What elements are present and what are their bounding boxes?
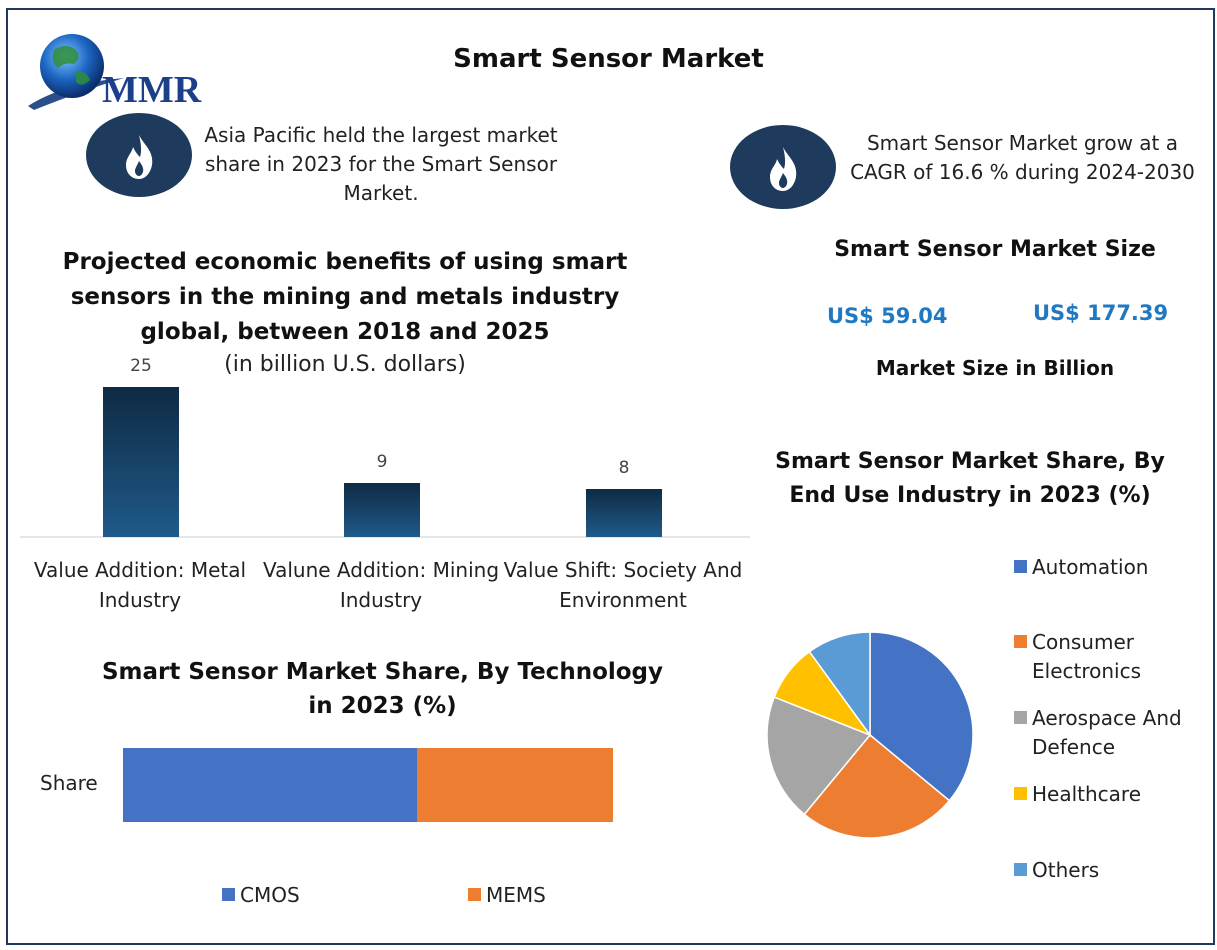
stacked-bar-segment <box>123 748 417 822</box>
mmr-logo: MMR <box>24 28 214 118</box>
market-size-caption: Market Size in Billion <box>875 356 1115 380</box>
legend-item-mems: MEMS <box>468 881 546 910</box>
pie-slice <box>766 696 872 816</box>
pie-chart-title: Smart Sensor Market Share, By End Use In… <box>775 449 1165 508</box>
note-right-badge <box>730 125 836 209</box>
market-size-2023: US$ 59.04 <box>827 304 948 328</box>
flame-icon <box>770 147 797 191</box>
technology-chart-title: Smart Sensor Market Share, By Technology… <box>101 659 664 719</box>
bar-category-label: Valune Addition: Mining Industry <box>262 558 500 612</box>
logo-text: MMR <box>102 69 202 111</box>
stacked-bar-segment <box>417 748 613 822</box>
page-title: Smart Sensor Market <box>453 44 764 74</box>
bar-chart: 25 9 8 <box>20 356 750 538</box>
pie-slice <box>803 733 951 839</box>
legend-item-cmos: CMOS <box>222 881 300 910</box>
legend-item-healthcare: Healthcare <box>1014 780 1141 809</box>
mems-swatch <box>468 888 481 901</box>
bar-data-label: 8 <box>619 458 630 478</box>
bar <box>344 483 420 537</box>
bar <box>103 387 179 537</box>
note-right: Smart Sensor Market grow at a CAGR of 16… <box>850 131 1195 184</box>
technology-category-label: Share <box>40 771 98 795</box>
consumer-electronics-swatch <box>1014 635 1027 648</box>
legend-item-aerospace-defence: Aerospace And Defence <box>1014 704 1182 762</box>
bar-category-label: Value Shift: Society And Environment <box>503 558 743 612</box>
legend-item-consumer-electronics: Consumer Electronics <box>1014 628 1141 686</box>
healthcare-swatch <box>1014 787 1027 800</box>
legend-item-automation: Automation <box>1014 553 1148 582</box>
flame-icon <box>126 135 153 179</box>
bar-category-label: Value Addition: Metal Industry <box>33 558 247 612</box>
bar-chart-title: Projected economic benefits of using sma… <box>62 249 628 345</box>
note-left-badge <box>86 113 192 197</box>
legend-item-others: Others <box>1014 856 1099 885</box>
pie-slice <box>869 631 974 802</box>
automation-swatch <box>1014 560 1027 573</box>
pie-chart <box>766 631 974 839</box>
bar-data-label: 9 <box>377 452 388 472</box>
others-swatch <box>1014 863 1027 876</box>
technology-stacked-bar <box>123 748 613 822</box>
bar <box>586 489 662 537</box>
bar-data-label: 25 <box>130 356 152 376</box>
market-size-2030: US$ 177.39 <box>1033 301 1169 325</box>
aerospace-swatch <box>1014 711 1027 724</box>
pie-slice <box>808 631 871 738</box>
cmos-swatch <box>222 888 235 901</box>
note-left: Asia Pacific held the largest market sha… <box>204 123 558 205</box>
bar-chart-subtitle: (in billion U.S. dollars) <box>224 352 466 377</box>
market-size-heading: Smart Sensor Market Size <box>834 237 1156 262</box>
